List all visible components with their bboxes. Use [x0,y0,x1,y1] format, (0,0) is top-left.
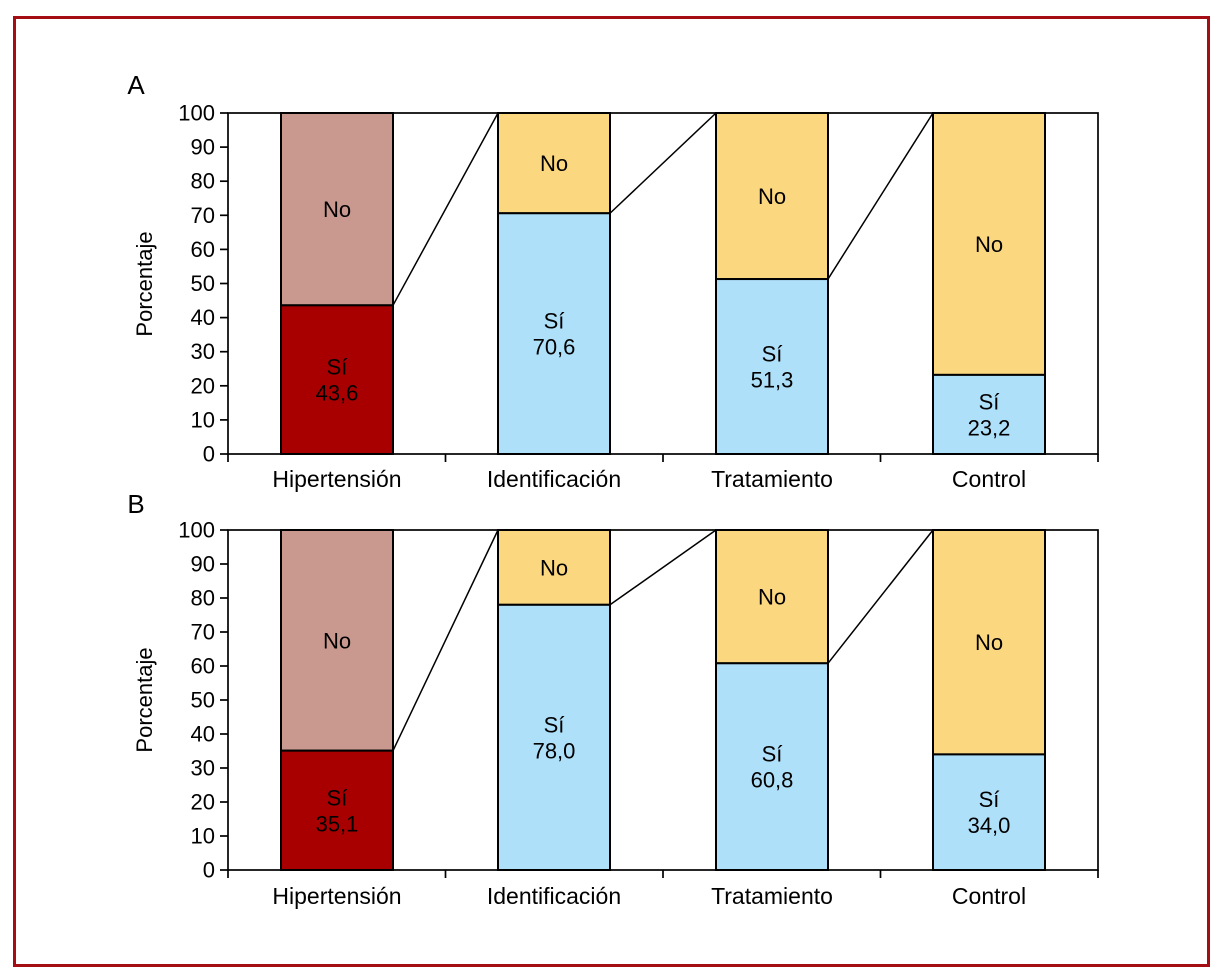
bar-segment-no [497,112,611,215]
connector-line [827,112,934,280]
panel-A: A Porcentaje 0102030405060708090100NoSí4… [127,70,1099,492]
bar-segment-si [715,278,829,455]
y-axis-tick-label: 90 [191,552,215,577]
y-axis-tick-label: 70 [191,203,215,228]
y-axis-tick-label: 60 [191,237,215,262]
y-axis-tick-label: 90 [191,135,215,160]
bar-segment-si [715,662,829,872]
bar-value-si: 60,8 [751,768,794,793]
y-axis-title-b: Porcentaje [132,647,157,752]
bar-segment-si [497,212,611,455]
bar-segment-si [280,304,394,455]
x-axis-category-label: Tratamiento [711,883,833,909]
y-axis-title-a: Porcentaje [132,231,157,336]
bar-segment-no [497,529,611,606]
bar-label-no: No [758,184,786,209]
y-axis-tick-label: 30 [191,339,215,364]
bar-label-no: No [975,232,1003,257]
y-axis-tick-label: 0 [203,858,215,883]
x-axis-category-label: Identificación [487,466,621,492]
bar-value-si: 23,2 [968,415,1011,440]
connector-line [392,529,499,751]
panel-B: B Porcentaje 0102030405060708090100NoSí3… [127,489,1099,909]
bar-segment-si [280,749,394,871]
bar-segment-no [280,112,394,307]
bar-value-si: 43,6 [316,381,359,406]
y-axis-tick-label: 20 [191,790,215,815]
bar-value-si: 78,0 [533,738,576,763]
bar-segment-no [280,529,394,752]
y-axis-tick-label: 100 [178,518,215,543]
bar-segment-si [932,373,1046,455]
y-axis-tick-label: 50 [191,688,215,713]
y-axis-tick-label: 20 [191,373,215,398]
bar-value-si: 70,6 [533,335,576,360]
bar-label-no: No [323,197,351,222]
x-axis-category-label: Control [952,466,1026,492]
x-axis-category-label: Identificación [487,883,621,909]
bar-segment-si [497,603,611,871]
panel-A-content: 0102030405060708090100NoSí43,6Hipertensi… [178,101,1099,492]
x-axis-category-label: Control [952,883,1026,909]
y-axis-tick-label: 80 [191,586,215,611]
panel-b-label: B [127,489,144,519]
y-axis-tick-label: 60 [191,654,215,679]
bar-value-si: 34,0 [968,813,1011,838]
x-axis-category-label: Tratamiento [711,466,833,492]
bar-label-si: Sí [544,309,565,334]
connector-line [392,112,499,306]
y-axis-tick-label: 70 [191,620,215,645]
bar-label-si: Sí [979,389,1000,414]
bar-label-si: Sí [544,712,565,737]
bar-segment-si [932,753,1046,872]
bar-label-no: No [975,630,1003,655]
connector-line [609,529,717,606]
x-axis-category-label: Hipertensión [272,883,401,909]
y-axis-tick-label: 80 [191,169,215,194]
y-axis-tick-label: 10 [191,824,215,849]
connector-line [609,112,717,214]
y-axis-tick-label: 40 [191,722,215,747]
bar-label-si: Sí [327,785,348,810]
bar-value-si: 51,3 [751,368,794,393]
panel-B-content: 0102030405060708090100NoSí35,1Hipertensi… [178,518,1099,909]
panel-a-label: A [127,70,145,100]
bar-label-si: Sí [979,787,1000,812]
bar-segment-no [715,112,829,281]
bar-label-no: No [540,151,568,176]
bar-label-si: Sí [762,742,783,767]
bar-segment-no [932,529,1046,756]
y-axis-tick-label: 0 [203,442,215,467]
y-axis-tick-label: 10 [191,407,215,432]
bar-label-si: Sí [327,355,348,380]
y-axis-tick-label: 100 [178,101,215,126]
y-axis-tick-label: 40 [191,305,215,330]
bar-label-no: No [323,628,351,653]
bar-value-si: 35,1 [316,811,359,836]
y-axis-tick-label: 30 [191,756,215,781]
connector-line [827,529,934,664]
bar-segment-no [715,529,829,665]
bar-segment-no [932,112,1046,376]
bar-label-no: No [758,585,786,610]
bar-label-no: No [540,555,568,580]
x-axis-category-label: Hipertensión [272,466,401,492]
y-axis-tick-label: 50 [191,271,215,296]
bar-label-si: Sí [762,342,783,367]
